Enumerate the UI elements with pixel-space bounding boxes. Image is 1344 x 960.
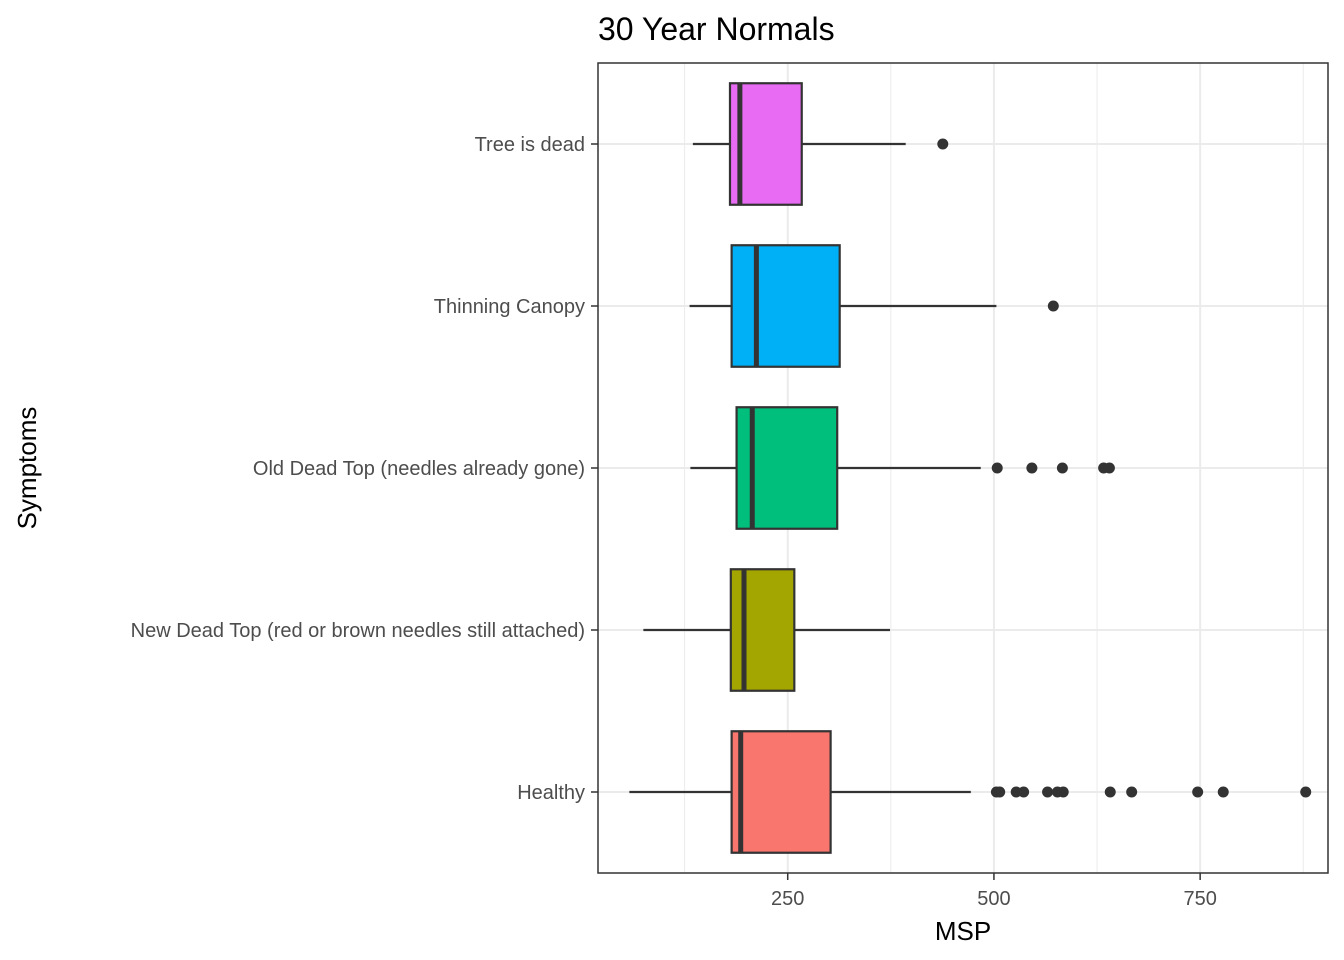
box-group (689, 244, 1059, 368)
x-tick-label: 250 (771, 888, 804, 910)
box-iqr (730, 730, 832, 854)
box-group (692, 82, 949, 206)
outlier-point (1300, 786, 1312, 798)
y-tick-label: Healthy (517, 782, 585, 804)
x-tick-label: 750 (1183, 888, 1216, 910)
x-axis-label: MSP (935, 916, 991, 946)
outlier-point (1103, 462, 1115, 474)
y-tick-label: Thinning Canopy (434, 296, 585, 318)
outlier-point (1192, 786, 1204, 798)
outlier-point (994, 786, 1006, 798)
outlier-point (1217, 786, 1229, 798)
outlier-point (1042, 786, 1054, 798)
y-axis-label: Symptoms (12, 407, 42, 530)
box-layer (629, 82, 1312, 854)
axis-layer: Healthy New Dead Top (red or brown needle… (131, 134, 1217, 910)
x-tick-label: 500 (977, 888, 1010, 910)
box-iqr (730, 244, 841, 368)
outlier-point (1018, 786, 1030, 798)
outlier-point (1056, 462, 1068, 474)
outlier-point (1047, 300, 1059, 312)
outlier-point (1026, 462, 1038, 474)
outlier-point (1057, 786, 1069, 798)
outlier-point (937, 138, 949, 150)
box-iqr (729, 568, 796, 692)
y-tick-label: Old Dead Top (needles already gone) (253, 458, 585, 480)
box-group (690, 406, 1115, 530)
y-tick-label: Tree is dead (475, 134, 585, 156)
outlier-point (1104, 786, 1116, 798)
chart-title: 30 Year Normals (598, 11, 835, 47)
y-tick-label: New Dead Top (red or brown needles still… (131, 620, 585, 642)
outlier-point (991, 462, 1003, 474)
box-group (643, 568, 890, 692)
box-group (629, 730, 1312, 854)
outlier-point (1126, 786, 1138, 798)
